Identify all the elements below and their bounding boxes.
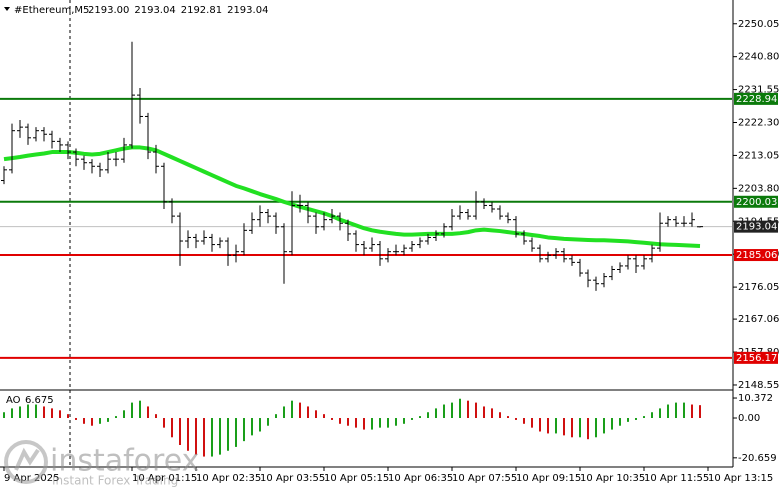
- y-tick-label: 2213.05: [738, 150, 779, 161]
- x-tick-label: 9 Apr 2025: [4, 473, 59, 484]
- x-tick-label: 10 Apr 02:35: [196, 473, 261, 484]
- x-tick-label: 10 Apr 05:15: [324, 473, 389, 484]
- x-tick-label: 10 Apr 06:35: [388, 473, 453, 484]
- x-tick-label: 10 Apr 10:35: [580, 473, 645, 484]
- level-label-box: [734, 195, 778, 208]
- header-value: 2193.04: [227, 5, 268, 16]
- ao-name: AO: [6, 395, 21, 406]
- ao-tick-label: 0.00: [738, 413, 760, 424]
- x-tick-label: 10 Apr 01:15: [132, 473, 197, 484]
- header-value: 2192.81: [181, 5, 222, 16]
- y-tick-label: 2250.05: [738, 19, 779, 30]
- watermark-brand: instaforex: [50, 444, 199, 479]
- symbol: #Ethereum,M5: [14, 5, 89, 16]
- x-tick-label: 10 Apr 11:55: [644, 473, 709, 484]
- y-tick-label: 2148.55: [738, 380, 779, 391]
- level-label-box: [734, 92, 778, 105]
- y-tick-label: 2203.80: [738, 183, 779, 194]
- level-label-box: [734, 351, 778, 364]
- ao-tick-label: -20.659: [738, 453, 777, 464]
- level-label: 2228.94: [736, 94, 777, 105]
- x-tick-label: 10 Apr 07:55: [452, 473, 517, 484]
- y-tick-label: 2176.05: [738, 282, 779, 293]
- x-tick-label: 10 Apr 13:15: [708, 473, 773, 484]
- menu-arrow: [4, 7, 10, 11]
- last-price-label: 2193.04: [736, 222, 777, 233]
- watermark-logo: [4, 440, 48, 484]
- watermark-logo-mark: [14, 447, 40, 471]
- moving-average: [3, 145, 701, 249]
- header-value: 2193.04: [134, 5, 175, 16]
- y-tick-label: 2167.06: [738, 314, 779, 325]
- y-tick-label: 2240.80: [738, 52, 779, 63]
- last-price-box: [734, 220, 778, 233]
- level-label-box: [734, 249, 778, 262]
- ao-value: 6.675: [25, 395, 54, 406]
- y-tick-label: 2231.55: [738, 85, 779, 96]
- y-tick-label: 2222.30: [738, 118, 779, 129]
- level-label: 2200.03: [736, 197, 777, 208]
- header-value: 2193.00: [88, 5, 129, 16]
- x-tick-label: 10 Apr 09:15: [516, 473, 581, 484]
- level-label: 2185.06: [736, 250, 777, 261]
- watermark-tagline: Instant Forex Trading: [52, 474, 178, 488]
- header-ohlc: 2193.00 2193.04 2192.81 2193.04: [88, 5, 268, 16]
- x-tick-label: 10 Apr 03:55: [260, 473, 325, 484]
- ao-tick-label: 10.372: [738, 393, 773, 404]
- level-label: 2156.17: [736, 353, 777, 364]
